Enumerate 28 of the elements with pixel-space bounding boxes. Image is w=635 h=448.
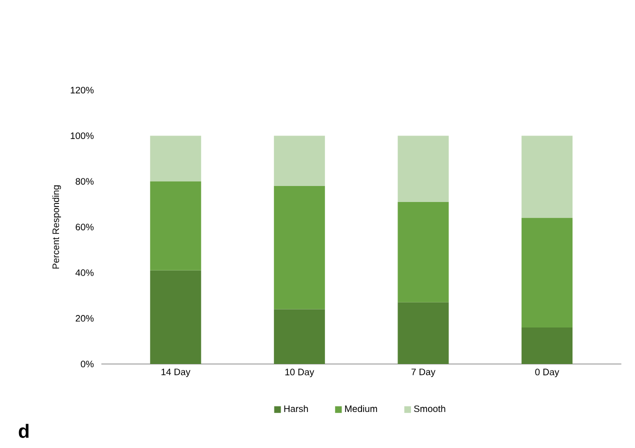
y-axis-title: Percent Responding [52,185,61,269]
legend-label: Smooth [414,405,446,412]
bar [522,327,573,364]
bar [150,181,202,270]
y-tick-label: 60% [76,224,94,230]
legend-label: Harsh [284,405,308,412]
x-tick-label: 0 Day [535,368,560,378]
y-tick-label: 0% [80,360,94,368]
x-tick-label: 14 Day [162,368,190,378]
bar [274,309,325,364]
y-tick-label: 80% [76,178,94,185]
y-tick-label: 40% [75,269,94,276]
bar [150,270,202,364]
bar [398,302,449,364]
bar [274,136,325,186]
x-tick-label: 7 Day [412,368,436,378]
legend-label: Medium [345,405,377,412]
y-tick-label: 120% [70,86,94,94]
bar [522,218,573,328]
bar [150,136,202,182]
x-tick-label: 10 Day [285,368,314,378]
bar [398,136,449,202]
y-tick-label: 100% [70,132,94,140]
bar [274,186,325,310]
y-tick-label: 20% [76,315,94,322]
bar [398,202,449,302]
text: d [18,424,29,438]
bar [522,136,573,218]
